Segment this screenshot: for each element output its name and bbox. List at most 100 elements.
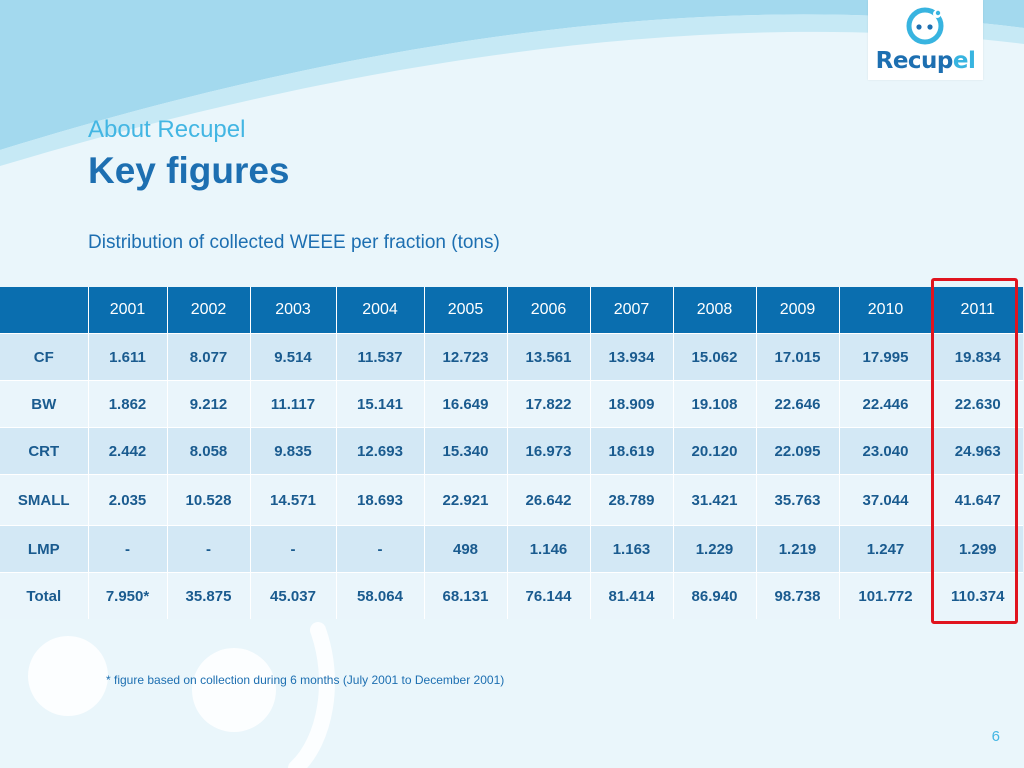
header-year: 2006	[506, 287, 590, 334]
table-cell: -	[166, 525, 250, 573]
table-cell: 19.834	[931, 333, 1023, 381]
table-cell: 35.763	[755, 474, 839, 526]
table-cell: 17.822	[506, 380, 590, 428]
table-cell: -	[249, 525, 336, 573]
table-row: BW 1.862 9.212 11.117 15.141 16.649 17.8…	[0, 380, 1023, 428]
table-cell: 11.537	[335, 333, 424, 381]
row-label: LMP	[0, 525, 88, 573]
table-cell: 1.611	[87, 333, 167, 381]
table-cell: 9.835	[249, 427, 336, 475]
logo-face-icon	[906, 7, 944, 45]
table-cell: 41.647	[931, 474, 1023, 526]
logo-word-accent: el	[952, 48, 976, 74]
table-row-total: Total 7.950* 35.875 45.037 58.064 68.131…	[0, 572, 1023, 619]
table-cell: 86.940	[672, 572, 756, 619]
table-cell: 1.219	[755, 525, 839, 573]
table-cell: -	[335, 525, 424, 573]
table-cell: 11.117	[249, 380, 336, 428]
table-cell: 9.212	[166, 380, 250, 428]
table-cell: 110.374	[931, 572, 1023, 619]
table-row: LMP - - - - 498 1.146 1.163 1.229 1.219 …	[0, 525, 1023, 573]
table-cell: 13.934	[589, 333, 673, 381]
table-cell: 1.299	[931, 525, 1023, 573]
header-year: 2004	[335, 287, 424, 334]
table-cell: 8.058	[166, 427, 250, 475]
table-cell: 35.875	[166, 572, 250, 619]
recupel-logo: Recupel	[868, 0, 983, 80]
table-cell: 10.528	[166, 474, 250, 526]
table-cell: 37.044	[838, 474, 932, 526]
table-cell: 12.723	[423, 333, 507, 381]
section-subtitle: About Recupel	[88, 116, 246, 143]
table-cell: 15.141	[335, 380, 424, 428]
row-label: Total	[0, 572, 88, 619]
table-cell: 17.995	[838, 333, 932, 381]
table-header-row: 2001 2002 2003 2004 2005 2006 2007 2008 …	[0, 287, 1023, 334]
table-cell: 9.514	[249, 333, 336, 381]
table-cell: 2.442	[87, 427, 167, 475]
table-cell: 2.035	[87, 474, 167, 526]
table-cell: 22.646	[755, 380, 839, 428]
table-row: SMALL 2.035 10.528 14.571 18.693 22.921 …	[0, 474, 1023, 526]
page-number: 6	[991, 728, 1000, 745]
table-cell: 101.772	[838, 572, 932, 619]
table-cell: 12.693	[335, 427, 424, 475]
header-year: 2011	[931, 287, 1023, 334]
table-cell: 16.649	[423, 380, 507, 428]
table-cell: 28.789	[589, 474, 673, 526]
table-cell: 76.144	[506, 572, 590, 619]
highlight-2011-column	[931, 278, 1018, 624]
header-year: 2005	[423, 287, 507, 334]
table-cell: 22.921	[423, 474, 507, 526]
table-cell: 1.862	[87, 380, 167, 428]
table-row: CF 1.611 8.077 9.514 11.537 12.723 13.56…	[0, 333, 1023, 381]
header-year: 2008	[672, 287, 756, 334]
table-cell: 1.229	[672, 525, 756, 573]
table-cell: 58.064	[335, 572, 424, 619]
table-cell: 18.909	[589, 380, 673, 428]
footnote: * figure based on collection during 6 mo…	[106, 673, 505, 687]
table-row: CRT 2.442 8.058 9.835 12.693 15.340 16.9…	[0, 427, 1023, 475]
header-year: 2001	[87, 287, 167, 334]
table-cell: 22.630	[931, 380, 1023, 428]
table-cell: 14.571	[249, 474, 336, 526]
table-caption: Distribution of collected WEEE per fract…	[88, 232, 500, 253]
table-cell: 8.077	[166, 333, 250, 381]
row-label: BW	[0, 380, 88, 428]
row-label: SMALL	[0, 474, 88, 526]
table-cell: 17.015	[755, 333, 839, 381]
page-title: Key figures	[88, 150, 290, 191]
table-cell: 31.421	[672, 474, 756, 526]
table-cell: 15.340	[423, 427, 507, 475]
table-cell: 1.247	[838, 525, 932, 573]
table-cell: 13.561	[506, 333, 590, 381]
logo-wordmark: Recupel	[868, 48, 983, 74]
table-cell: 18.619	[589, 427, 673, 475]
table-cell: 22.095	[755, 427, 839, 475]
table-cell: 26.642	[506, 474, 590, 526]
table-cell: 18.693	[335, 474, 424, 526]
table-cell: 24.963	[931, 427, 1023, 475]
table-cell: 68.131	[423, 572, 507, 619]
table-cell: 7.950*	[87, 572, 167, 619]
table-cell: 23.040	[838, 427, 932, 475]
header-corner	[0, 287, 88, 334]
header-year: 2010	[838, 287, 932, 334]
header-year: 2002	[166, 287, 250, 334]
header-year: 2009	[755, 287, 839, 334]
table-cell: 1.163	[589, 525, 673, 573]
table-cell: 19.108	[672, 380, 756, 428]
table-cell: 98.738	[755, 572, 839, 619]
key-figures-table-container: 2001 2002 2003 2004 2005 2006 2007 2008 …	[0, 287, 1023, 619]
table-cell: 498	[423, 525, 507, 573]
table-cell: 15.062	[672, 333, 756, 381]
header-year: 2007	[589, 287, 673, 334]
row-label: CF	[0, 333, 88, 381]
table-cell: 81.414	[589, 572, 673, 619]
key-figures-table: 2001 2002 2003 2004 2005 2006 2007 2008 …	[0, 287, 1023, 619]
table-cell: -	[87, 525, 167, 573]
logo-word-main: Recup	[875, 48, 954, 74]
header-year: 2003	[249, 287, 336, 334]
table-cell: 16.973	[506, 427, 590, 475]
table-cell: 1.146	[506, 525, 590, 573]
